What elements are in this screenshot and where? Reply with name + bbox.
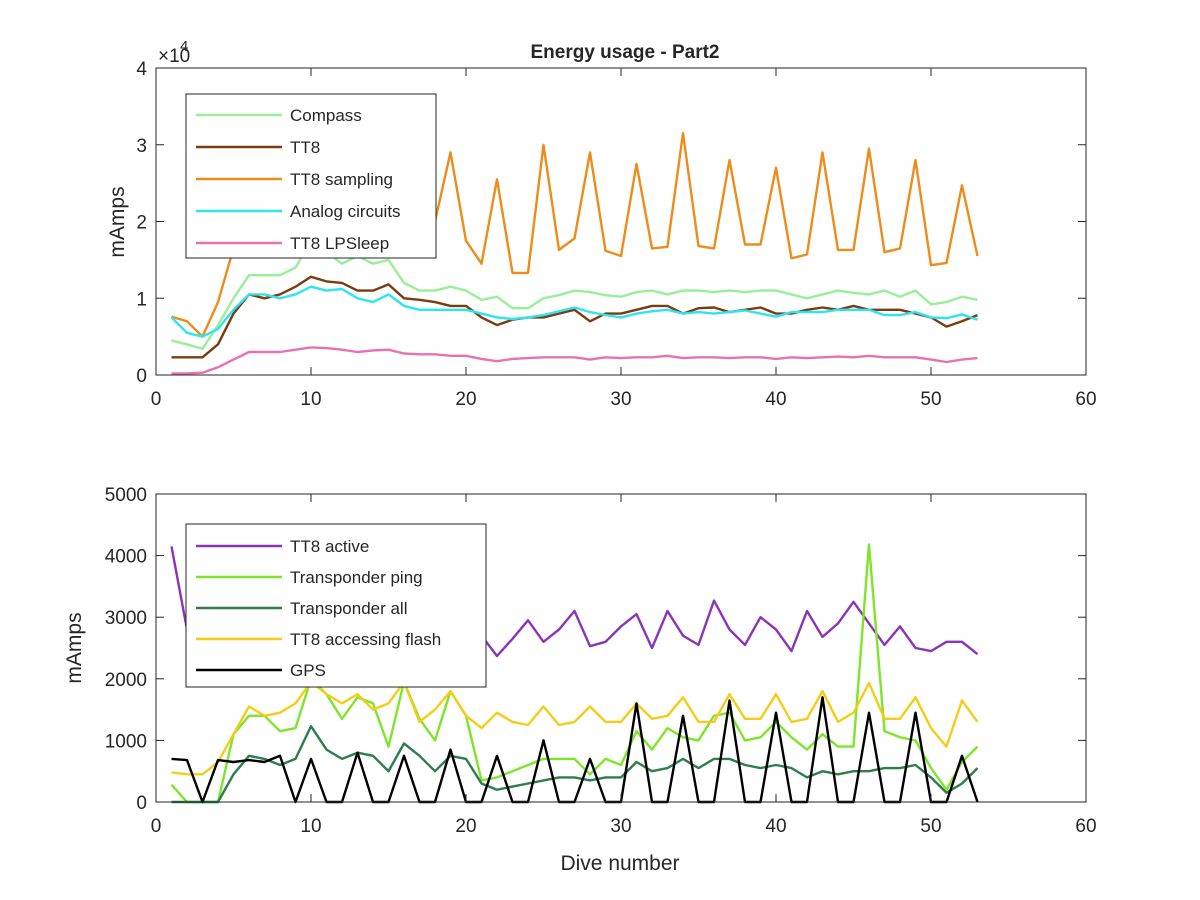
x-tick-label: 10 [300,816,321,837]
x-tick-label: 10 [300,389,321,410]
axes: 0 10 20 30 40 50 60 0 1 2 3 4 [136,59,1096,410]
y-tick-label: 3000 [105,608,147,629]
x-tick-label: 20 [455,389,476,410]
x-tick-label: 0 [151,816,162,837]
series-line-transponder-ping [170,543,979,804]
x-tick-label: 60 [1075,816,1096,837]
series-line-analog-circuits [170,285,978,338]
legend-label-tt8-lpsleep: TT8 LPSleep [290,234,389,253]
chart-title: Energy usage - Part2 [530,42,719,63]
x-tick-label: 20 [455,816,476,837]
legend-box [185,93,437,259]
legend-label-transponder-ping: Transponder ping [290,568,423,587]
y-tick-label: 0 [136,793,147,814]
y-tick-label: 0 [136,366,147,387]
legend-box [185,523,487,688]
y-tick-label: 1 [136,289,147,310]
legend-label-tt8-active: TT8 active [290,537,369,556]
y-tick-label: 4000 [105,547,147,568]
y-tick-label: 5000 [105,485,147,506]
legend-label-transponder-all: Transponder all [290,599,408,618]
x-tick-label: 60 [1075,389,1096,410]
y-multiplier-exponent: 4 [180,38,188,55]
series-line-tt8 [171,275,978,359]
x-tick-label: 0 [151,389,162,410]
x-tick-label: 50 [920,816,941,837]
x-tick-label: 40 [765,816,786,837]
bottom-chart: mAmps Dive number 0 10 20 30 40 50 60 0 1000 2000… [63,485,1097,875]
y-multiplier-base: ×10 [158,46,190,67]
x-axis-label: Dive number [560,852,679,875]
series-line-tt8-lpsleep [171,346,978,375]
legend-label-compass: Compass [290,106,362,125]
x-tick-label: 50 [920,389,941,410]
x-tick-label: 40 [765,389,786,410]
series-line-transponder-all [171,725,979,804]
legend-label-gps: GPS [290,661,326,680]
y-axis-label: mAmps [63,612,86,683]
legend-label-tt8-accessing-flash: TT8 accessing flash [290,630,441,649]
series-line-tt8-accessing-flash [171,680,979,776]
y-tick-label: 2000 [105,670,147,691]
legend-label-tt8-sampling: TT8 sampling [290,170,393,189]
top-chart: Energy usage - Part2 mAmps ×10 4 0 10 20 30… [106,38,1097,410]
legend: TT8 active Transponder ping Transponder al… [185,523,487,688]
legend-label-analog-circuits: Analog circuits [290,202,401,221]
y-tick-label: 3 [136,136,147,157]
x-tick-label: 30 [610,816,631,837]
y-tick-label: 2 [136,213,147,234]
axes: 0 10 20 30 40 50 60 0 1000 2000 3000 4000 5000 [105,485,1097,837]
y-tick-label: 1000 [105,731,147,752]
y-axis-multiplier: ×10 4 [158,38,190,67]
y-tick-label: 4 [136,59,147,80]
x-tick-label: 30 [610,389,631,410]
legend-label-tt8: TT8 [290,138,320,157]
legend: Compass TT8 TT8 sampling Analog circuits TT8… [185,93,437,259]
y-axis-label: mAmps [106,186,129,257]
